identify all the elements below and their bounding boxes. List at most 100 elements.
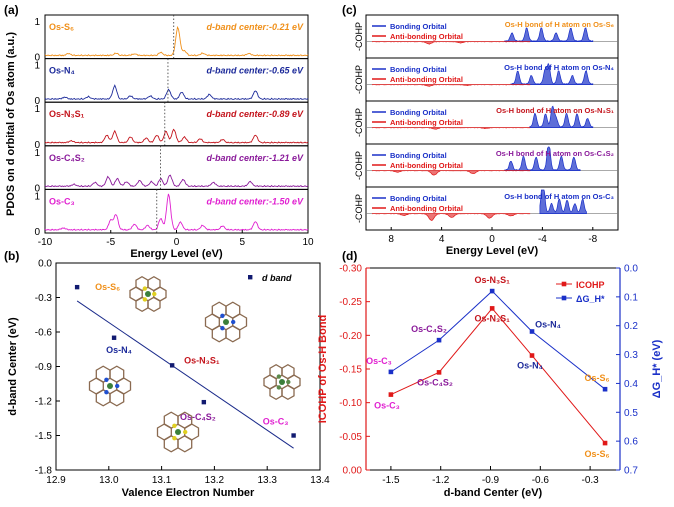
lattice-hexagon [109,389,125,407]
scatter-point-label: Os-C₃ [263,417,289,427]
scatter-point [74,284,80,290]
antibonding-orbital-area [371,213,531,221]
scatter-point [291,433,296,438]
bonding-orbital-area [504,146,581,172]
dopant-atom [276,374,282,379]
legend-icohp-label: ICOHP [576,280,605,290]
cohp-xtick-label: 8 [388,234,394,245]
dband-center-text: d-band center:-1.21 eV [206,153,304,163]
cohp-xlabel: Energy Level (eV) [446,245,539,257]
icohp-point-label: Os-S₆ [585,449,610,459]
os-atom [107,383,113,389]
legend-dgh-swatch [561,295,567,301]
left-ytick-label: -0.20 [339,331,362,342]
right-ytick-label: 0.4 [624,379,638,390]
dual-xtick-label: -0.9 [482,475,500,486]
scatter-point [201,399,207,405]
dopant-atom [142,297,148,302]
pdos-ytick-1: 1 [34,104,40,115]
left-ytick-label: -0.05 [339,432,362,443]
scatter-xtick-label: 13.1 [152,475,172,486]
left-ytick-label: -0.15 [339,365,362,376]
dual-ylabel-left: ICOHP of Os-H Bond [317,315,329,424]
cohp-xtick-label: -8 [588,234,597,245]
lattice-hexagon [147,296,161,313]
scatter-point [111,335,117,340]
scatter-ytick-label: -1.5 [35,431,53,442]
cohp-ylabel: -COHP [354,194,364,223]
dopant-atom [231,319,236,325]
right-ytick-label: 0.7 [624,466,638,477]
os-atom [175,429,181,435]
lattice-hexagon [225,325,241,343]
dopant-atom [104,390,109,395]
right-ytick-label: 0.5 [624,408,638,419]
pdos-ytick-0: 0 [34,53,40,64]
antibonding-orbital-area [371,127,531,130]
legend-antibonding-label: Anti-bonding Orbital [390,32,463,41]
legend-antibonding-label: Anti-bonding Orbital [390,118,463,127]
legend-bonding-label: Bonding Orbital [390,194,447,203]
dband-center-text: d-band center:-1.50 eV [206,196,304,206]
dopant-atom [104,377,109,382]
right-ytick-label: 0.2 [624,321,638,332]
dgh-point [602,386,608,392]
bonding-orbital-area [504,27,594,43]
os-atom [145,291,151,297]
cohp-ylabel: -COHP [354,108,364,137]
scatter-point-label: Os-S₆ [95,282,120,292]
dual-xlabel: d-band Center (eV) [444,487,543,499]
scatter-xtick-label: 12.9 [46,475,66,486]
icohp-point-label: Os-C₃ [374,401,400,411]
pdos-xtick-label: -10 [38,237,53,248]
dgh-point-label: Os-S₆ [585,373,610,383]
legend-bonding-label: Bonding Orbital [390,108,447,117]
pdos-label-Os-C4S2: Os-C₄S₂ [49,153,85,163]
cohp-bond-title: Os-H bond of H atom on Os-C₄S₂ [496,149,614,158]
dband-center-text: d-band center:-0.65 eV [206,66,304,76]
left-ytick-label: -0.30 [339,264,362,275]
scatter-ytick-label: -1.8 [35,466,53,477]
legend-bonding-label: Bonding Orbital [390,65,447,74]
dband-center-text: d-band center:-0.21 eV [206,22,304,32]
right-ytick-label: 0.6 [624,437,638,448]
legend-dgh-label: ΔG_H* [576,294,605,304]
scatter-xtick-label: 13.4 [310,475,330,486]
pdos-label-Os-N4: Os-N₄ [49,66,75,76]
dband-center-text: d-band center:-0.89 eV [206,109,304,119]
dgh-point-label: Os-N₄ [535,319,561,329]
scatter-ytick-label: -0.9 [35,362,53,373]
dgh-point [529,329,535,334]
dopant-atom [276,385,282,390]
linear-fit-line [76,300,294,449]
pdos-ytick-1: 1 [34,148,40,159]
lattice-hexagon [225,301,241,319]
structure-os-n4 [88,365,132,407]
structure-os-s6 [129,275,167,313]
scatter-point [169,363,175,368]
structure-os-c3 [263,363,301,401]
cohp-ylabel: -COHP [354,65,364,94]
lattice-hexagon [177,435,193,453]
antibonding-orbital-area [371,84,531,87]
cohp-bond-title: Os-H bond of H atom on Os-C₃ [504,192,614,201]
panel-label-a: (a) [4,3,19,17]
cohp-ylabel: -COHP [354,22,364,51]
panel-label-b: (b) [4,249,19,263]
dual-ylabel-right: ΔG_H* (eV) [651,339,663,398]
pdos-xtick-label: 0 [174,237,180,248]
structure-os-c4s2 [156,411,200,453]
os-atom [223,319,229,325]
dgh-line [390,290,606,390]
dgh-point [489,288,495,294]
dual-xtick-label: -0.3 [582,475,600,486]
legend-bonding-label: Bonding Orbital [390,151,447,160]
pdos-xtick-label: -5 [106,237,115,248]
dopant-atom [172,423,177,428]
bonding-orbital-area [510,62,594,86]
legend-bonding-label: Bonding Orbital [390,22,447,31]
legend-antibonding-label: Anti-bonding Orbital [390,204,463,213]
right-ytick-label: 0.1 [624,292,638,303]
right-ytick-label: 0.3 [624,350,638,361]
